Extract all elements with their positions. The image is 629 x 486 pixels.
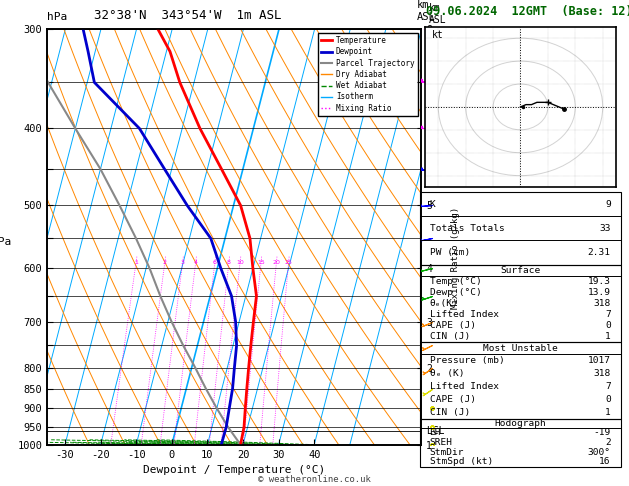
Bar bbox=[420, 418, 621, 467]
Y-axis label: hPa: hPa bbox=[0, 237, 11, 247]
Bar bbox=[420, 342, 621, 418]
Text: 0: 0 bbox=[605, 395, 611, 404]
Text: 20: 20 bbox=[272, 260, 281, 265]
Text: Most Unstable: Most Unstable bbox=[483, 344, 557, 352]
Text: 2: 2 bbox=[605, 438, 611, 447]
Text: Mixing Ratio (g/kg): Mixing Ratio (g/kg) bbox=[452, 207, 460, 309]
Text: 318: 318 bbox=[594, 299, 611, 308]
Text: θₑ(K): θₑ(K) bbox=[430, 299, 459, 308]
Text: CIN (J): CIN (J) bbox=[430, 408, 470, 417]
Text: 33: 33 bbox=[599, 224, 611, 233]
Text: LCL: LCL bbox=[421, 426, 445, 435]
Text: 8: 8 bbox=[227, 260, 231, 265]
Text: EH: EH bbox=[430, 429, 441, 437]
Text: 7: 7 bbox=[605, 382, 611, 391]
Text: 2.31: 2.31 bbox=[587, 248, 611, 257]
Text: 9: 9 bbox=[605, 200, 611, 208]
Text: θₑ (K): θₑ (K) bbox=[430, 369, 464, 378]
Text: Surface: Surface bbox=[500, 266, 540, 275]
Text: StmSpd (kt): StmSpd (kt) bbox=[430, 457, 493, 466]
Text: 19.3: 19.3 bbox=[587, 277, 611, 286]
Text: Dewp (°C): Dewp (°C) bbox=[430, 288, 481, 296]
Text: 1: 1 bbox=[134, 260, 138, 265]
Text: 16: 16 bbox=[599, 457, 611, 466]
Text: 10: 10 bbox=[237, 260, 244, 265]
Text: 318: 318 bbox=[594, 369, 611, 378]
Text: K: K bbox=[430, 200, 435, 208]
Bar bbox=[420, 192, 621, 265]
Text: CIN (J): CIN (J) bbox=[430, 331, 470, 341]
Text: SREH: SREH bbox=[430, 438, 453, 447]
Text: Totals Totals: Totals Totals bbox=[430, 224, 504, 233]
Text: 300°: 300° bbox=[587, 448, 611, 457]
Text: 3: 3 bbox=[181, 260, 184, 265]
Text: 6: 6 bbox=[213, 260, 217, 265]
Text: hPa: hPa bbox=[47, 12, 67, 22]
Text: km
ASL: km ASL bbox=[416, 0, 435, 22]
Text: CAPE (J): CAPE (J) bbox=[430, 395, 476, 404]
Text: 7: 7 bbox=[605, 310, 611, 319]
Text: 0: 0 bbox=[605, 321, 611, 330]
Text: StmDir: StmDir bbox=[430, 448, 464, 457]
Text: kt: kt bbox=[432, 30, 444, 40]
Text: -19: -19 bbox=[594, 429, 611, 437]
Text: 1: 1 bbox=[605, 408, 611, 417]
Text: 1: 1 bbox=[605, 331, 611, 341]
Legend: Temperature, Dewpoint, Parcel Trajectory, Dry Adiabat, Wet Adiabat, Isotherm, Mi: Temperature, Dewpoint, Parcel Trajectory… bbox=[318, 33, 418, 116]
Text: Lifted Index: Lifted Index bbox=[430, 382, 499, 391]
Text: PW (cm): PW (cm) bbox=[430, 248, 470, 257]
Text: © weatheronline.co.uk: © weatheronline.co.uk bbox=[258, 474, 371, 484]
Text: 15: 15 bbox=[257, 260, 265, 265]
Text: Pressure (mb): Pressure (mb) bbox=[430, 356, 504, 365]
Text: Lifted Index: Lifted Index bbox=[430, 310, 499, 319]
Text: 2: 2 bbox=[163, 260, 167, 265]
Text: 32°38'N  343°54'W  1m ASL: 32°38'N 343°54'W 1m ASL bbox=[94, 9, 282, 22]
Text: CAPE (J): CAPE (J) bbox=[430, 321, 476, 330]
Bar bbox=[420, 265, 621, 342]
Text: 4: 4 bbox=[194, 260, 198, 265]
Text: 13.9: 13.9 bbox=[587, 288, 611, 296]
Text: Hodograph: Hodograph bbox=[494, 419, 546, 428]
Text: 25: 25 bbox=[285, 260, 292, 265]
Text: 09.06.2024  12GMT  (Base: 12): 09.06.2024 12GMT (Base: 12) bbox=[426, 5, 629, 18]
X-axis label: Dewpoint / Temperature (°C): Dewpoint / Temperature (°C) bbox=[143, 465, 325, 475]
Text: Temp (°C): Temp (°C) bbox=[430, 277, 481, 286]
Text: 1017: 1017 bbox=[587, 356, 611, 365]
Text: km
ASL: km ASL bbox=[429, 3, 447, 25]
